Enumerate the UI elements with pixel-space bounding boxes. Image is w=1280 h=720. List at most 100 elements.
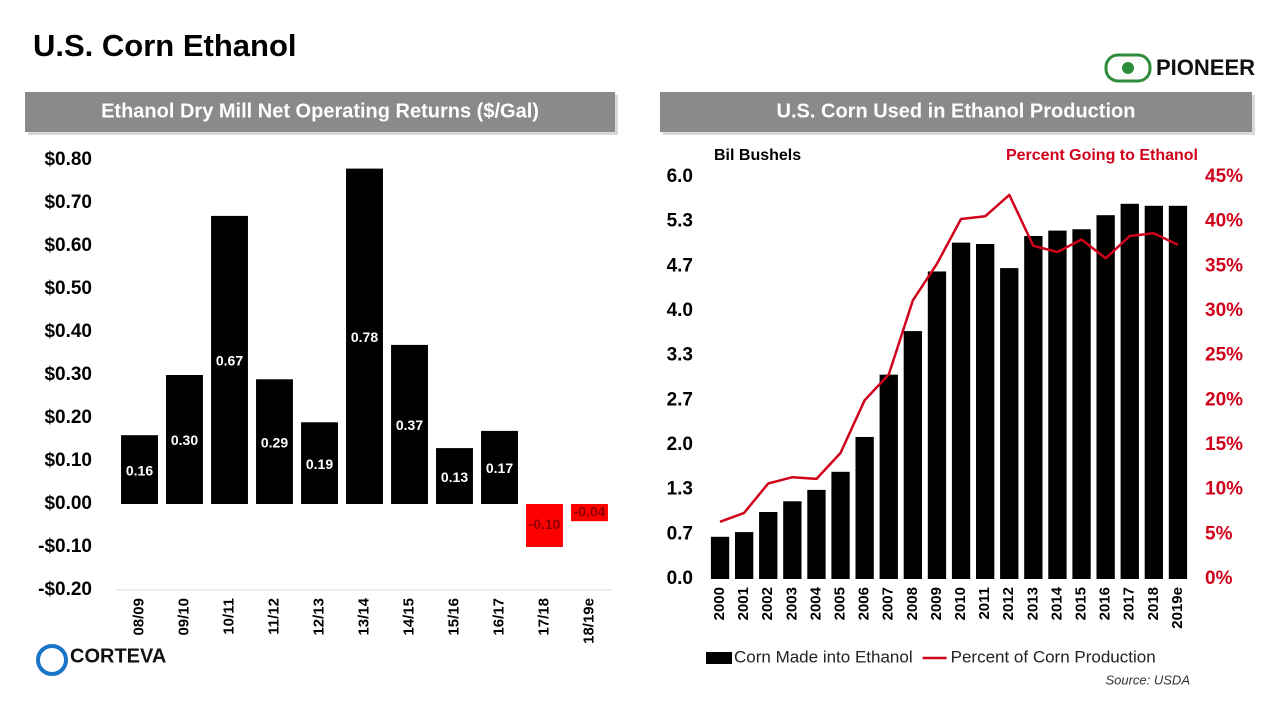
bar	[951, 242, 971, 579]
x-tick-label: 2007	[880, 587, 897, 620]
y2-axis-label: Percent Going to Ethanol	[1006, 147, 1198, 164]
x-tick-label: 15/16	[445, 598, 462, 636]
bar	[903, 331, 923, 579]
y-tick-label: 6.0	[667, 166, 693, 187]
x-tick-label: 14/15	[400, 598, 417, 636]
bar	[526, 504, 563, 547]
x-tick-label: 2010	[952, 587, 969, 620]
data-label: 0.17	[486, 460, 513, 476]
bar	[975, 244, 995, 579]
x-tick-label: 2011	[976, 587, 993, 620]
x-tick-label: 2015	[1073, 587, 1090, 620]
data-label: 0.30	[171, 432, 198, 448]
y-tick-label: -$0.20	[38, 579, 92, 600]
corteva-mark	[36, 644, 68, 676]
y-tick-label: $0.70	[44, 192, 92, 213]
data-label: 0.78	[351, 329, 378, 345]
bar	[1120, 203, 1139, 580]
bar	[734, 532, 754, 579]
panel-header	[660, 92, 1252, 132]
data-label: 0.13	[441, 469, 468, 485]
x-tick-label: 13/14	[355, 597, 372, 635]
bar	[759, 512, 778, 579]
x-tick-label: 2019e	[1169, 587, 1186, 629]
data-label: 0.16	[126, 462, 153, 478]
x-tick-label: 2018	[1145, 587, 1162, 620]
legend-swatch	[706, 652, 732, 664]
bar	[571, 504, 608, 522]
bar	[1000, 268, 1019, 579]
y2-tick-label: 5%	[1205, 523, 1233, 544]
y2-tick-label: 10%	[1205, 479, 1243, 500]
y-tick-label: $0.10	[44, 450, 92, 471]
bar	[710, 536, 730, 579]
logo-dot	[1122, 62, 1134, 74]
y-tick-label: 5.3	[667, 211, 693, 232]
x-tick-label: 11/12	[265, 598, 282, 635]
data-label: 0.67	[216, 353, 243, 369]
slide-title: U.S. Corn Ethanol	[33, 28, 297, 63]
bar	[211, 215, 248, 504]
line	[719, 193, 1179, 523]
bar	[1096, 215, 1115, 579]
data-label: -0.10	[529, 516, 561, 532]
y2-tick-label: 0%	[1205, 568, 1233, 589]
y2-tick-label: 15%	[1205, 434, 1243, 455]
y2-tick-label: 45%	[1205, 166, 1243, 187]
bar	[301, 422, 338, 504]
chart-title: Ethanol Dry Mill Net Operating Returns (…	[101, 100, 539, 122]
bar	[879, 374, 898, 579]
y2-tick-label: 40%	[1205, 211, 1243, 232]
bar	[927, 271, 947, 579]
y-tick-label: $0.00	[44, 493, 92, 514]
y-tick-label: 3.3	[667, 345, 693, 366]
x-tick-label: 2008	[904, 587, 921, 620]
y-tick-label: $0.80	[44, 149, 92, 170]
bar	[121, 435, 158, 504]
bar	[391, 344, 428, 504]
y-tick-label: $0.40	[44, 321, 92, 342]
x-tick-label: 2000	[711, 587, 728, 620]
data-label: -0.04	[574, 503, 606, 519]
y2-tick-label: 30%	[1205, 300, 1243, 321]
bar	[1144, 205, 1164, 579]
x-tick-label: 2002	[759, 587, 776, 620]
x-tick-label: 18/19e	[580, 598, 597, 644]
legend-label: Corn Made into Ethanol	[734, 647, 913, 666]
pioneer-logo: PIONEER	[1104, 53, 1255, 83]
x-tick-label: 2006	[856, 587, 873, 620]
data-label: 0.29	[261, 434, 288, 450]
bar	[1168, 205, 1188, 579]
corteva-text: CORTEVA	[70, 645, 166, 667]
x-tick-label: 08/09	[130, 598, 147, 636]
bar	[346, 168, 383, 504]
bar	[436, 448, 473, 504]
y2-tick-label: 35%	[1205, 255, 1243, 276]
corteva-logo: CORTEVA	[36, 644, 166, 676]
x-tick-label: 16/17	[490, 598, 507, 636]
bar	[1024, 235, 1043, 579]
x-tick-label: 09/10	[175, 598, 192, 636]
y2-tick-label: 20%	[1205, 389, 1243, 410]
y-tick-label: $0.50	[44, 278, 92, 299]
bar	[783, 501, 802, 579]
x-tick-label: 2013	[1024, 587, 1041, 620]
data-label: 0.37	[396, 417, 423, 433]
bar	[481, 430, 518, 504]
x-tick-label: 2017	[1121, 587, 1138, 620]
legend-label: Percent of Corn Production	[951, 647, 1156, 666]
x-tick-label: 2003	[783, 587, 800, 620]
x-tick-label: 2012	[1000, 587, 1017, 620]
bar	[807, 489, 826, 579]
x-tick-label: 2001	[735, 587, 752, 620]
x-tick-label: 12/13	[310, 598, 327, 636]
y-tick-label: $0.20	[44, 407, 92, 428]
y-tick-label: 4.7	[667, 255, 693, 276]
chart-title: U.S. Corn Used in Ethanol Production	[777, 100, 1136, 122]
x-tick-label: 17/18	[535, 598, 552, 636]
y2-tick-label: 25%	[1205, 345, 1243, 366]
bar	[855, 436, 874, 579]
y-tick-label: 4.0	[667, 300, 693, 321]
data-label: 0.19	[306, 456, 333, 472]
x-tick-label: 10/11	[220, 598, 237, 635]
